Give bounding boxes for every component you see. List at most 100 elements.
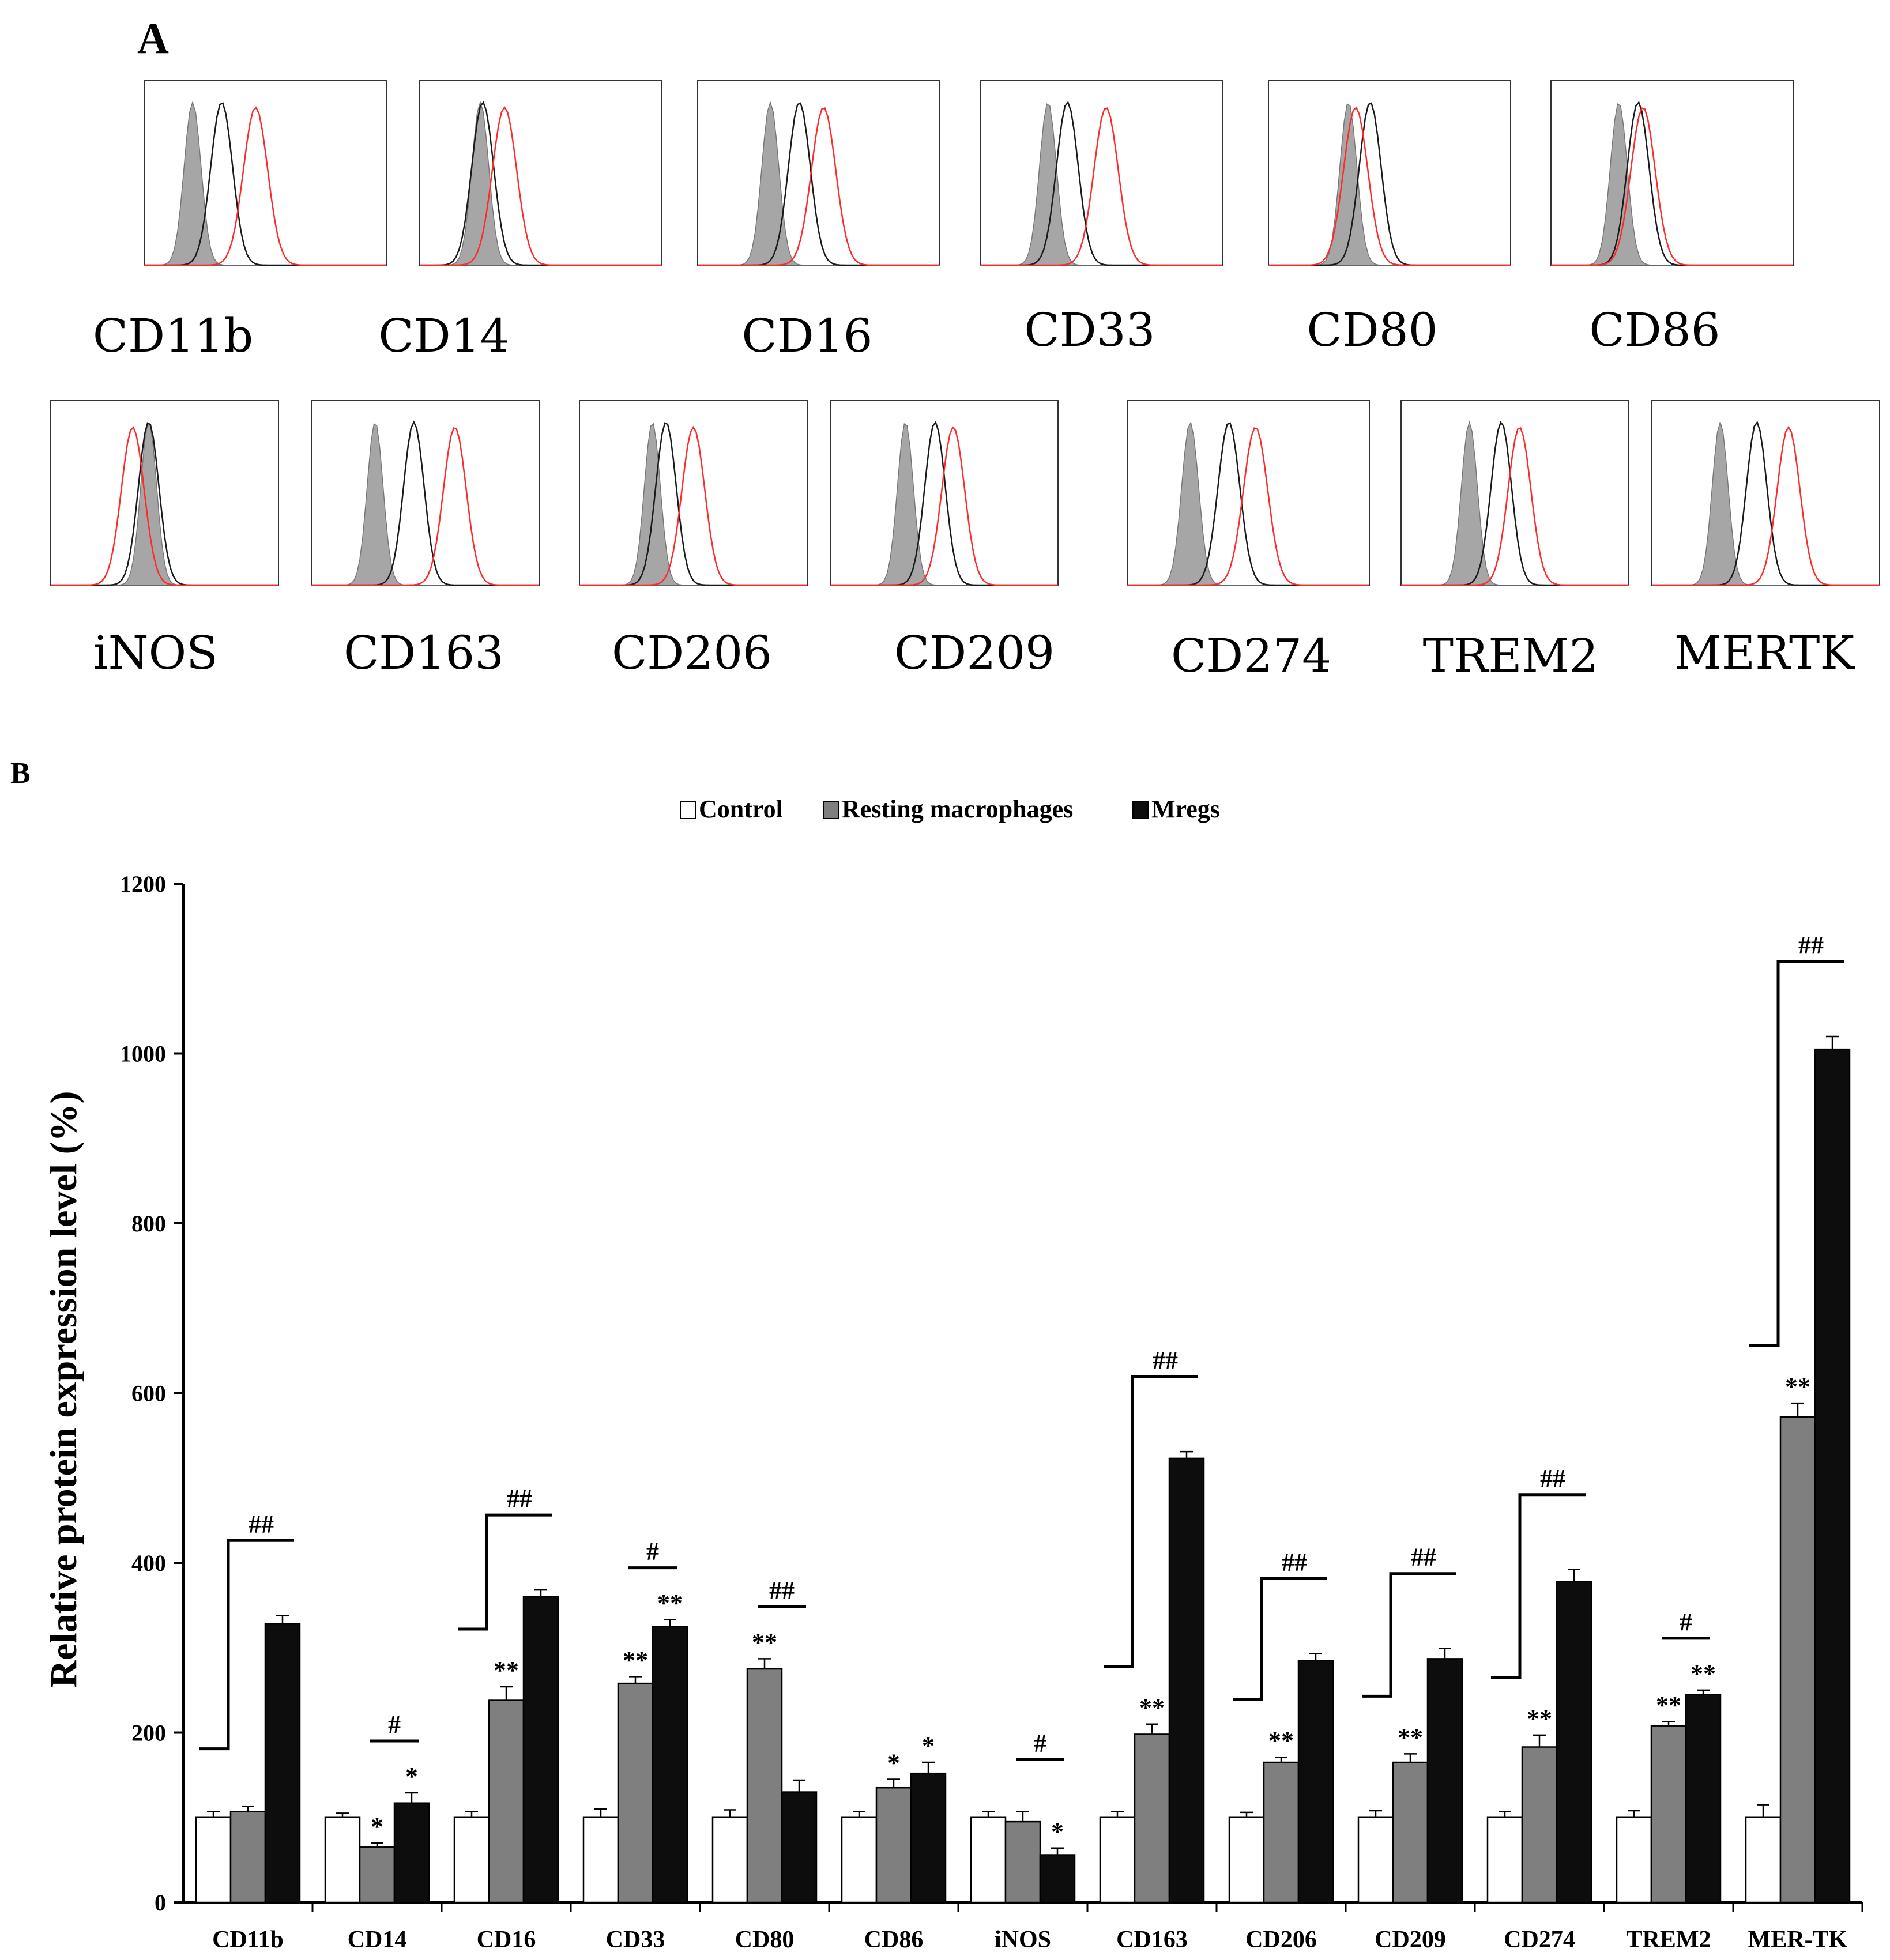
comparison-label: # xyxy=(388,1710,401,1739)
y-tick-label: 600 xyxy=(131,1381,166,1407)
x-tick-label: TREM2 xyxy=(1627,1927,1711,1953)
legend-swatch xyxy=(823,801,839,819)
comparison-label: ## xyxy=(1411,1543,1436,1571)
significance-mark: * xyxy=(405,1762,418,1791)
bar-resting xyxy=(1650,1725,1687,1904)
bar-resting xyxy=(1779,1416,1816,1904)
significance-mark: ** xyxy=(1785,1373,1810,1401)
bar-resting xyxy=(1263,1761,1300,1904)
histogram-frame xyxy=(830,400,1059,586)
y-tick-label: 400 xyxy=(131,1550,166,1576)
histogram-7: CD163 xyxy=(311,400,540,680)
mreg-curve xyxy=(51,426,278,586)
significance-mark: ** xyxy=(1691,1660,1716,1688)
bar-mregs xyxy=(781,1791,818,1904)
comparison-bracket xyxy=(1749,960,1844,1347)
panel-b-letter: B xyxy=(10,757,31,790)
significance-mark: ** xyxy=(1139,1694,1165,1722)
significance-mark: ** xyxy=(494,1656,519,1684)
histogram-frame xyxy=(980,80,1223,266)
significance-mark: ** xyxy=(1527,1705,1552,1733)
bar-mregs xyxy=(1039,1854,1076,1904)
x-tick-label: CD16 xyxy=(477,1927,536,1953)
bar-mregs xyxy=(264,1623,301,1904)
histogram-frame xyxy=(1651,400,1880,586)
histogram-9: CD209 xyxy=(830,400,1059,680)
histogram-label: CD86 xyxy=(1589,303,1720,357)
comparison-label: ## xyxy=(1153,1346,1178,1374)
mreg-curve xyxy=(1551,107,1793,266)
comparison-label: ## xyxy=(507,1484,532,1513)
x-tick-label: CD206 xyxy=(1245,1927,1317,1953)
bar-control xyxy=(711,1816,748,1904)
histogram-frame xyxy=(1268,80,1511,266)
significance-mark: * xyxy=(922,1732,935,1760)
mreg-curve xyxy=(1127,427,1369,586)
mreg-curve xyxy=(1401,427,1629,586)
histogram-12: MERTK xyxy=(1651,400,1880,680)
comparison-label: ## xyxy=(249,1510,274,1538)
histogram-3: CD33 xyxy=(980,80,1223,357)
legend-item-mregs: Mregs xyxy=(1132,795,1220,823)
bar-mregs xyxy=(1556,1581,1592,1904)
comparison-bracket xyxy=(458,1513,552,1631)
histogram-6: iNOS xyxy=(50,400,279,680)
legend-label: Resting macrophages xyxy=(842,795,1073,823)
significance-mark: * xyxy=(1051,1818,1064,1846)
histogram-2: CD16 xyxy=(697,80,940,363)
x-tick-label: CD274 xyxy=(1504,1927,1575,1953)
significance-mark: ** xyxy=(1268,1727,1294,1755)
bar-resting xyxy=(488,1699,525,1904)
histogram-11: TREM2 xyxy=(1400,400,1629,683)
bar-control xyxy=(582,1816,619,1904)
mreg-curve xyxy=(420,105,662,266)
comparison-label: # xyxy=(1680,1608,1692,1636)
histogram-label: CD14 xyxy=(378,309,509,363)
legend-swatch xyxy=(680,801,696,819)
bar-resting xyxy=(1004,1820,1041,1904)
bar-resting xyxy=(1521,1746,1558,1904)
bar-control xyxy=(1357,1816,1394,1904)
bar-control xyxy=(1099,1816,1136,1904)
comparison-bracket xyxy=(1233,1577,1327,1701)
comparison-label: # xyxy=(1034,1729,1046,1757)
y-tick-label: 1200 xyxy=(120,871,166,897)
legend-item-resting: Resting macrophages xyxy=(823,795,1073,823)
comparison-CD80: ## xyxy=(758,1576,806,1608)
significance-mark: ** xyxy=(623,1646,648,1674)
comparison-label: ## xyxy=(1540,1464,1565,1492)
bar-resting xyxy=(875,1786,912,1904)
histogram-label: MERTK xyxy=(1674,626,1855,680)
mreg-curve xyxy=(579,425,807,586)
panel-a-letter: A xyxy=(137,14,169,63)
mreg-curve xyxy=(830,426,1058,586)
histogram-frame xyxy=(50,400,279,586)
x-tick-label: CD80 xyxy=(735,1927,795,1953)
bar-mregs xyxy=(1814,1048,1851,1904)
legend-item-control: Control xyxy=(680,795,783,823)
bar-control xyxy=(841,1816,878,1904)
comparison-iNOS: # xyxy=(1016,1729,1064,1761)
histogram-10: CD274 xyxy=(1127,400,1370,683)
x-tick-label: CD14 xyxy=(348,1927,407,1953)
bar-control xyxy=(195,1816,232,1904)
histogram-frame xyxy=(1400,400,1629,586)
histogram-frame xyxy=(419,80,662,266)
bar-resting xyxy=(1134,1733,1170,1904)
legend-label: Control xyxy=(699,795,783,823)
histogram-label: CD209 xyxy=(894,626,1055,680)
comparison-label: ## xyxy=(1798,931,1824,959)
mreg-curve xyxy=(1652,425,1880,586)
x-tick-label: iNOS xyxy=(995,1927,1051,1953)
significance-mark: ** xyxy=(1656,1691,1681,1719)
mreg-curve xyxy=(1268,106,1511,266)
x-tick-label: CD33 xyxy=(606,1927,665,1953)
bar-control xyxy=(1616,1816,1652,1904)
comparison-bracket xyxy=(1104,1375,1198,1668)
histogram-label: CD163 xyxy=(344,626,504,680)
y-tick-label: 200 xyxy=(131,1720,166,1746)
comparison-bracket xyxy=(1362,1572,1456,1698)
bar-mregs xyxy=(652,1626,688,1904)
bar-resting xyxy=(1392,1761,1429,1904)
